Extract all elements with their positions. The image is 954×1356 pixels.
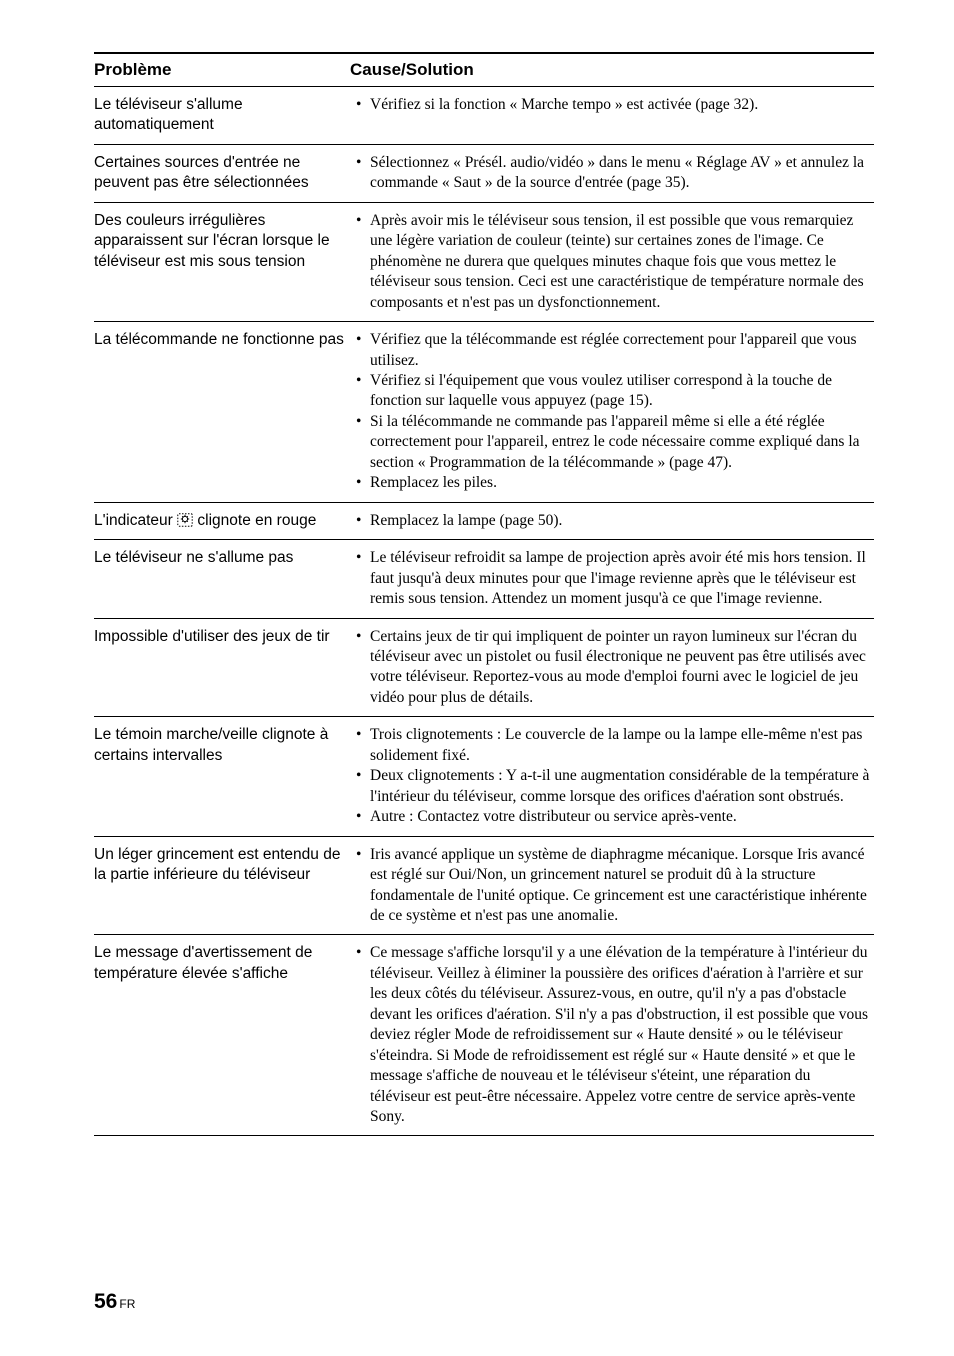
table-row: L'indicateur clignote en rouge Remplacez…: [94, 502, 874, 539]
solution-item: Vérifiez si l'équipement que vous voulez…: [356, 371, 874, 412]
table-row: Le témoin marche/veille clignote à certa…: [94, 717, 874, 836]
solution-cell: Trois clignotements : Le couvercle de la…: [350, 717, 874, 836]
table-row: Certaines sources d'entrée ne peuvent pa…: [94, 144, 874, 202]
page-number: 56: [94, 1290, 117, 1313]
troubleshooting-table: Problème Cause/Solution Le téléviseur s'…: [94, 52, 874, 1136]
solution-cell: Iris avancé applique un système de diaph…: [350, 836, 874, 935]
problem-cell: Le témoin marche/veille clignote à certa…: [94, 717, 350, 836]
solution-item: Le téléviseur refroidit sa lampe de proj…: [356, 548, 874, 609]
solution-cell: Vérifiez si la fonction « Marche tempo »…: [350, 87, 874, 145]
table-row: Un léger grincement est entendu de la pa…: [94, 836, 874, 935]
problem-cell: L'indicateur clignote en rouge: [94, 502, 350, 539]
solution-item: Autre : Contactez votre distributeur ou …: [356, 807, 874, 827]
solution-cell: Ce message s'affiche lorsqu'il y a une é…: [350, 935, 874, 1136]
problem-cell: Impossible d'utiliser des jeux de tir: [94, 618, 350, 717]
table-row: Impossible d'utiliser des jeux de tir Ce…: [94, 618, 874, 717]
problem-text-before: L'indicateur: [94, 512, 177, 529]
solution-item: Sélectionnez « Présél. audio/vidéo » dan…: [356, 153, 874, 194]
solution-item: Si la télécommande ne commande pas l'app…: [356, 412, 874, 473]
solution-item: Deux clignotements : Y a-t-il une augmen…: [356, 766, 874, 807]
solution-item: Vérifiez que la télécommande est réglée …: [356, 330, 874, 371]
solution-item: Iris avancé applique un système de diaph…: [356, 845, 874, 927]
page-lang: FR: [119, 1297, 135, 1311]
table-row: Le message d'avertissement de températur…: [94, 935, 874, 1136]
solution-item: Ce message s'affiche lorsqu'il y a une é…: [356, 943, 874, 1127]
problem-cell: Le téléviseur ne s'allume pas: [94, 540, 350, 618]
solution-cell: Le téléviseur refroidit sa lampe de proj…: [350, 540, 874, 618]
problem-cell: Un léger grincement est entendu de la pa…: [94, 836, 350, 935]
solution-cell: Certains jeux de tir qui impliquent de p…: [350, 618, 874, 717]
problem-cell: Certaines sources d'entrée ne peuvent pa…: [94, 144, 350, 202]
problem-cell: Le message d'avertissement de températur…: [94, 935, 350, 1136]
solution-cell: Vérifiez que la télécommande est réglée …: [350, 322, 874, 503]
table-row: Le téléviseur s'allume automatiquement V…: [94, 87, 874, 145]
solution-item: Après avoir mis le téléviseur sous tensi…: [356, 211, 874, 313]
solution-item: Remplacez les piles.: [356, 473, 874, 493]
solution-item: Trois clignotements : Le couvercle de la…: [356, 725, 874, 766]
table-row: Des couleurs irrégulières apparaissent s…: [94, 202, 874, 321]
problem-text-after: clignote en rouge: [193, 512, 316, 529]
problem-cell: Le téléviseur s'allume automatiquement: [94, 87, 350, 145]
solution-item: Vérifiez si la fonction « Marche tempo »…: [356, 95, 874, 115]
solution-item: Remplacez la lampe (page 50).: [356, 511, 874, 531]
page-footer: 56FR: [94, 1290, 135, 1314]
problem-cell: La télécommande ne fonctionne pas: [94, 322, 350, 503]
problem-cell: Des couleurs irrégulières apparaissent s…: [94, 202, 350, 321]
lamp-icon: [177, 513, 193, 527]
solution-cell: Après avoir mis le téléviseur sous tensi…: [350, 202, 874, 321]
table-row: La télécommande ne fonctionne pas Vérifi…: [94, 322, 874, 503]
header-cause: Cause/Solution: [350, 53, 874, 87]
solution-item: Certains jeux de tir qui impliquent de p…: [356, 627, 874, 709]
table-row: Le téléviseur ne s'allume pas Le télévis…: [94, 540, 874, 618]
header-problem: Problème: [94, 53, 350, 87]
solution-cell: Sélectionnez « Présél. audio/vidéo » dan…: [350, 144, 874, 202]
solution-cell: Remplacez la lampe (page 50).: [350, 502, 874, 539]
